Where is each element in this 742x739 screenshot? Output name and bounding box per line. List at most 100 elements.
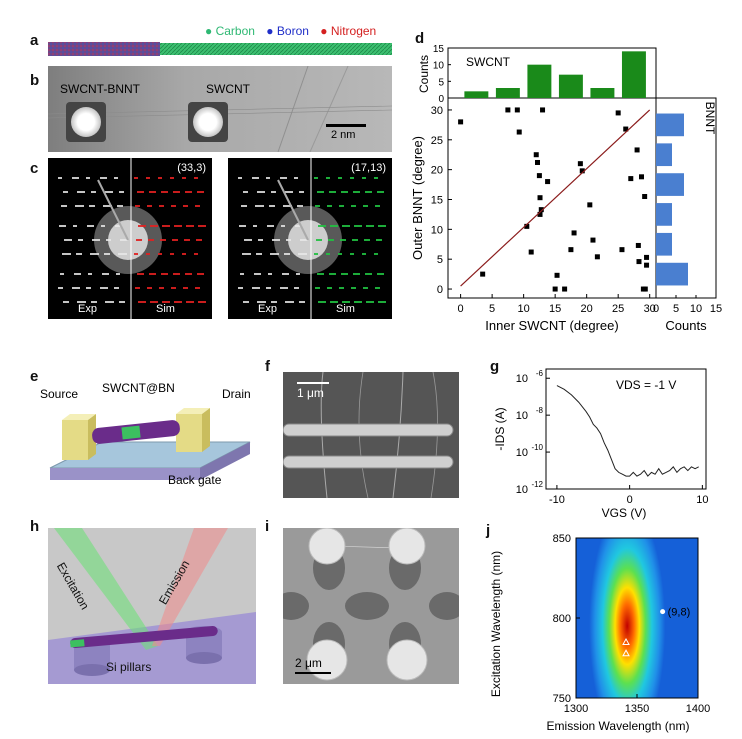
- exp-streak: [114, 177, 118, 179]
- scatter-point: [623, 126, 629, 132]
- exp-streak: [86, 287, 91, 289]
- scatter-point: [628, 176, 634, 182]
- scatter-point: [514, 107, 520, 113]
- top-hist-tick-label: 5: [438, 77, 444, 88]
- exp-streak: [268, 273, 272, 275]
- triangle-marker: [622, 649, 630, 657]
- sim-streak: [315, 287, 320, 289]
- exp-label-left: Exp: [78, 303, 97, 315]
- exp-streak: [64, 239, 72, 241]
- nanotube-strip: [48, 42, 392, 56]
- sim-streak: [326, 253, 330, 255]
- x-tick-label: 25: [612, 303, 624, 315]
- sim-streak: [172, 239, 178, 241]
- device-label: SWCNT@BN: [102, 381, 175, 395]
- ple-peak: [589, 538, 666, 698]
- exp-streak: [286, 239, 291, 241]
- exp-streak: [238, 287, 243, 289]
- scatter-point: [552, 286, 558, 292]
- exp-streak: [242, 253, 251, 255]
- sim-streak: [173, 191, 180, 193]
- exp-streak: [299, 301, 305, 303]
- sim-streak: [158, 253, 162, 255]
- y-tick-label: 10: [431, 224, 443, 236]
- nitrogen-dot-icon: ●: [320, 24, 328, 38]
- sim-streak: [363, 287, 368, 289]
- exp-streak: [101, 225, 105, 227]
- panel-label-f: f: [265, 358, 270, 375]
- sim-streak: [376, 239, 382, 241]
- sim-streak: [375, 287, 380, 289]
- scatter-point: [480, 271, 486, 277]
- sim-streak: [328, 239, 334, 241]
- top-hist-bar: [590, 88, 615, 98]
- exp-streak: [105, 191, 113, 193]
- ids-axis-label: -IDS (A): [493, 407, 507, 450]
- exp-streak: [74, 273, 81, 275]
- top-hist-ylabel: Counts: [417, 55, 431, 93]
- exp-streak: [283, 205, 292, 207]
- scatter-point: [615, 110, 621, 116]
- exp-streak: [258, 239, 263, 241]
- exp-streak: [294, 287, 299, 289]
- exp-streak: [281, 225, 285, 227]
- sim-streak: [135, 205, 140, 207]
- sim-streak: [146, 177, 150, 179]
- sim-streak: [183, 205, 188, 207]
- tem-inset-right: [188, 102, 228, 142]
- exp-streak: [88, 273, 92, 275]
- top-hist-bar: [621, 51, 646, 98]
- pillar-bottom-left: [306, 639, 348, 681]
- scatter-point: [545, 179, 551, 185]
- sim-streak: [338, 177, 342, 179]
- exp-streak: [91, 301, 97, 303]
- j-x-tick-label: 1300: [564, 703, 588, 715]
- exp-streak: [266, 177, 270, 179]
- scatter-point: [537, 195, 543, 201]
- sim-streak: [327, 205, 332, 207]
- sim-streak: [182, 253, 186, 255]
- optical-setup-canvas: [48, 528, 256, 684]
- sim-streak: [364, 239, 370, 241]
- sim-streak: [198, 301, 206, 303]
- scatter-point: [577, 161, 583, 167]
- exp-streak: [296, 273, 300, 275]
- x-tick-label: 30: [644, 303, 656, 315]
- pillar-bottom-right: [386, 639, 428, 681]
- exp-label-right: Exp: [258, 303, 277, 315]
- scatter-point: [538, 207, 544, 213]
- sim-streak: [161, 191, 168, 193]
- g-y-tick-exponent: -10: [531, 443, 543, 452]
- scatter-point: [571, 230, 577, 236]
- exp-streak: [120, 239, 128, 241]
- sim-streak: [342, 225, 350, 227]
- exp-streak: [294, 177, 298, 179]
- swcnt-label: SWCNT: [206, 82, 250, 96]
- carbon-legend-entry: ● Carbon: [205, 24, 255, 38]
- exp-streak: [89, 205, 95, 207]
- scatter-point: [642, 286, 648, 292]
- sim-streak: [353, 273, 360, 275]
- y-tick-label: 0: [437, 284, 443, 296]
- atom-legend: ● Carbon ● Boron ● Nitrogen: [205, 24, 376, 38]
- scatter-point: [594, 254, 600, 260]
- x-tick-label: 0: [458, 303, 464, 315]
- boron-dot-icon: ●: [266, 24, 274, 38]
- right-hist-label: BNNT: [703, 102, 717, 135]
- sem-pillars-image: 2 μm: [283, 528, 459, 684]
- exp-streak: [77, 191, 85, 193]
- sim-streak: [138, 301, 146, 303]
- sim-streak: [147, 287, 152, 289]
- exp-streak: [252, 177, 259, 179]
- scale-bar-f: [297, 382, 329, 384]
- sim-streak: [158, 177, 162, 179]
- right-hist-bar: [656, 232, 672, 256]
- sim-streak: [149, 191, 156, 193]
- right-hist-tick-label: 5: [673, 303, 679, 315]
- scatter-ylabel: Outer BNNT (degree): [410, 136, 425, 260]
- panel-label-j: j: [486, 522, 491, 539]
- scatter-point: [644, 254, 650, 260]
- sim-streak: [317, 273, 324, 275]
- swcnt-bnnt-label: SWCNT-BNNT: [60, 82, 140, 96]
